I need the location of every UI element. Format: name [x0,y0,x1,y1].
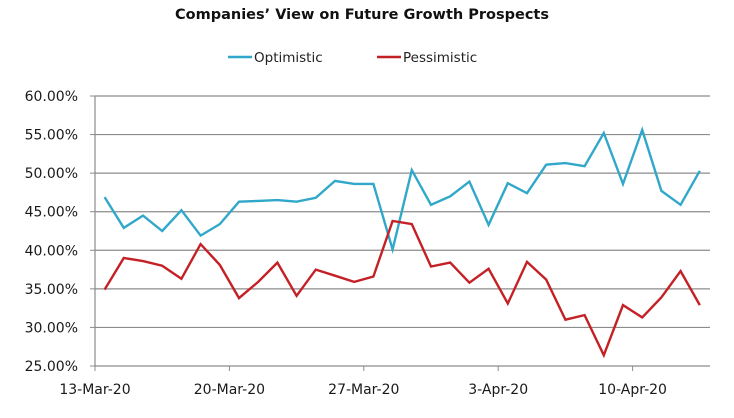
x-tick-label: 13-Mar-20 [59,382,130,398]
y-tick-label: 55.00% [25,128,78,144]
x-tick-label: 3-Apr-20 [468,382,528,398]
series-line-pessimistic [103,219,701,359]
y-tick-label: 45.00% [25,205,78,221]
chart-title: Companies’ View on Future Growth Prospec… [175,7,549,23]
series-lines [103,126,701,359]
legend-label-optimistic: Optimistic [254,50,323,66]
x-tick-label: 10-Apr-20 [598,382,667,398]
y-tick-label: 60.00% [25,89,78,105]
y-tick-label: 50.00% [25,166,78,182]
y-tick-label: 35.00% [25,282,78,298]
x-tick-label: 20-Mar-20 [194,382,265,398]
legend-item-optimistic: Optimistic [228,50,323,66]
legend: Optimistic Pessimistic [228,50,477,66]
series-line-optimistic [103,126,701,255]
x-tick-label: 27-Mar-20 [328,382,399,398]
x-axis: 13-Mar-20 20-Mar-20 27-Mar-20 3-Apr-20 10-Ap… [59,365,710,398]
legend-label-pessimistic: Pessimistic [403,50,477,66]
legend-item-pessimistic: Pessimistic [377,50,477,66]
y-tick-label: 25.00% [25,359,78,375]
y-tick-label: 40.00% [25,243,78,259]
y-axis: 25.00% 30.00% 35.00% 40.00% 45.00% 50.00% 55.0… [25,89,96,375]
y-tick-label: 30.00% [25,320,78,336]
